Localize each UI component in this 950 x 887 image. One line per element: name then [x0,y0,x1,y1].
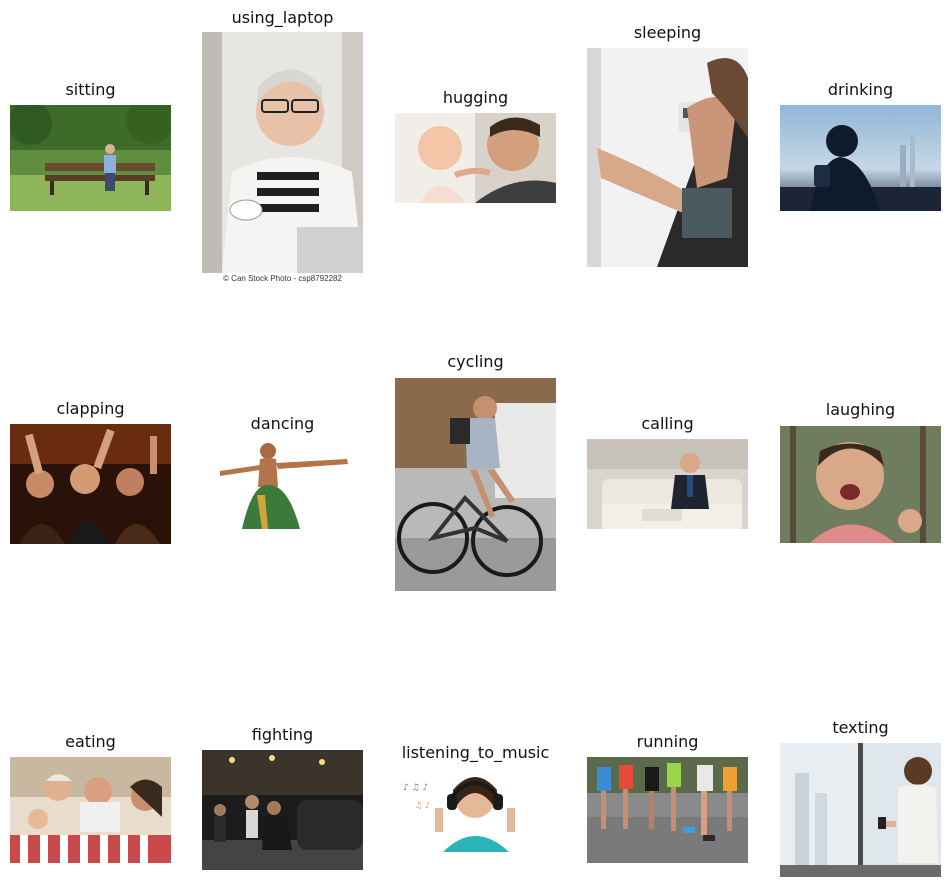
photo-sitting [10,105,171,211]
photo-texting [780,743,941,877]
image-cell-drinking: drinking [780,80,941,212]
photo-sleeping [587,48,748,267]
image-label: fighting [251,725,314,744]
svg-text:♪ ♫ ♪: ♪ ♫ ♪ [403,783,428,793]
image-cell-eating: eating [10,732,171,864]
photo-laughing [780,426,941,543]
photo-running [587,757,748,863]
image-label: texting [832,718,889,737]
photo-listening-to-music: ♪ ♫ ♪ ♫ ♪ [395,768,556,852]
photo-cycling [395,378,556,591]
photo-calling [587,439,748,529]
image-cell-sitting: sitting [10,80,171,212]
image-cell-fighting: fighting [202,725,363,871]
image-label: listening_to_music [401,743,550,762]
photo-drinking [780,105,941,211]
image-label: running [636,732,699,751]
image-label: clapping [56,399,125,418]
image-cell-clapping: clapping [10,399,171,545]
photo-eating [10,757,171,863]
image-label: using_laptop [231,8,334,27]
image-label: dancing [250,414,315,433]
image-cell-running: running [587,732,748,864]
image-cell-laughing: laughing [780,400,941,544]
image-label: hugging [442,88,509,107]
photo-clapping [10,424,171,544]
image-label: eating [65,732,116,751]
image-cell-texting: texting [780,718,941,878]
image-cell-dancing: dancing [202,414,363,530]
image-label: cycling [447,352,504,371]
image-label: sleeping [633,23,702,42]
photo-credit: © Can Stock Photo - csp8792282 [223,274,342,283]
image-cell-cycling: cycling [395,352,556,592]
image-cell-using-laptop: using_laptop © Can Stock Photo - csp8792… [202,8,363,286]
image-label: calling [641,414,694,433]
image-cell-hugging: hugging [395,88,556,204]
image-label: laughing [825,400,896,419]
svg-text:♫ ♪: ♫ ♪ [415,801,430,810]
photo-dancing [202,439,363,529]
image-label: sitting [65,80,116,99]
photo-using-laptop [202,32,363,273]
image-cell-calling: calling [587,414,748,530]
image-label: drinking [827,80,894,99]
image-cell-sleeping: sleeping [587,23,748,269]
image-cell-listening-to-music: listening_to_music ♪ ♫ ♪ ♫ ♪ [395,743,556,853]
photo-fighting [202,750,363,870]
photo-hugging [395,113,556,203]
